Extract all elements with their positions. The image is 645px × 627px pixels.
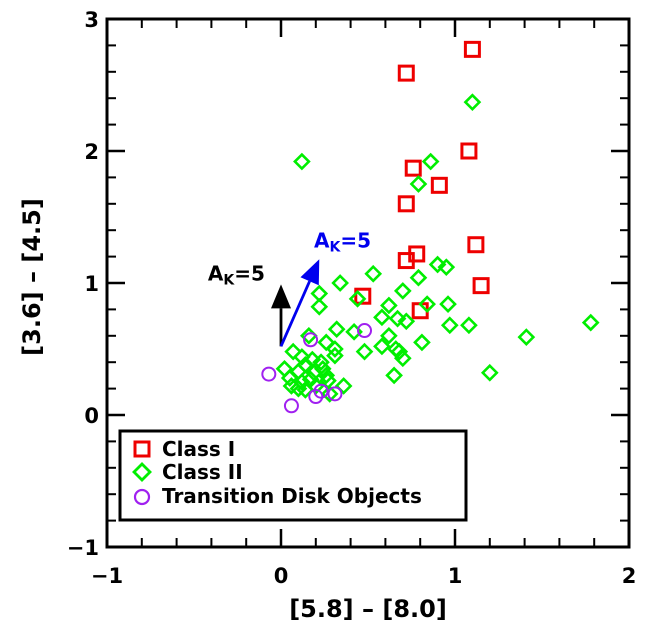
data-point-class-ii — [280, 369, 299, 387]
data-point-class-ii — [460, 316, 478, 335]
data-point-class-ii — [413, 333, 431, 352]
data-point-transition — [357, 323, 373, 339]
data-point-class-i — [354, 287, 372, 305]
series-0 — [354, 40, 490, 320]
data-point-class-ii — [313, 359, 332, 378]
data-point-class-ii — [380, 296, 398, 315]
y-tick-label: 3 — [84, 8, 99, 32]
legend: Class I Class II Transition Disk Objects — [118, 429, 468, 522]
y-axis-title: [3.6] – [4.5] — [18, 198, 46, 356]
data-point-class-ii — [440, 316, 459, 335]
data-point-class-ii — [387, 340, 405, 358]
data-point-class-ii — [326, 346, 344, 365]
data-point-class-ii — [331, 274, 349, 292]
data-point-class-ii — [284, 342, 303, 361]
data-point-class-ii — [293, 373, 311, 391]
x-tick-label: 2 — [622, 564, 637, 588]
x-axis-title: [5.8] – [8.0] — [289, 595, 447, 623]
extinction-label: AK=5 — [208, 261, 265, 288]
x-tick-label: −1 — [91, 564, 123, 588]
y-tick-label: 0 — [84, 404, 99, 428]
y-tick-label: 1 — [84, 272, 99, 296]
data-point-class-ii — [480, 363, 499, 382]
arrow-head — [271, 284, 291, 309]
data-point-transition — [303, 332, 319, 348]
data-point-class-i — [397, 195, 415, 213]
legend-box — [118, 429, 468, 522]
data-point-class-ii — [275, 359, 294, 378]
data-point-class-ii — [517, 328, 536, 346]
series-1 — [275, 93, 600, 403]
data-point-class-ii — [373, 308, 391, 327]
data-point-class-i — [397, 252, 415, 270]
arrow-shaft — [279, 280, 311, 347]
legend-label-class-i: Class I — [162, 437, 235, 461]
legend-marker-transition — [133, 488, 151, 506]
axis-ticks: −1 0 1 2 −1 0 1 2 3 — [67, 8, 637, 588]
series-2 — [261, 323, 373, 414]
data-point-class-ii — [306, 377, 325, 395]
y-tick-label: −1 — [67, 536, 99, 560]
data-point-class-ii — [428, 255, 447, 274]
data-point-class-ii — [296, 381, 315, 399]
data-point-transition — [261, 366, 277, 382]
legend-label-class-ii: Class II — [162, 460, 243, 484]
data-point-class-ii — [409, 268, 428, 287]
extinction-vector-1: AK=5 — [279, 228, 371, 347]
data-point-class-ii — [421, 152, 440, 171]
data-point-class-ii — [393, 282, 412, 300]
data-point-class-ii — [334, 377, 353, 395]
data-point-class-ii — [296, 356, 315, 374]
data-point-class-ii — [439, 295, 457, 313]
data-point-class-ii — [293, 152, 311, 171]
data-point-class-ii — [282, 377, 301, 395]
data-point-class-i — [397, 64, 415, 82]
data-point-class-ii — [581, 313, 600, 332]
data-point-transition — [308, 389, 324, 405]
data-point-transition — [313, 383, 329, 399]
data-point-class-i — [463, 40, 481, 58]
legend-marker-class-i — [133, 440, 151, 458]
data-point-class-ii — [364, 264, 383, 283]
data-point-class-ii — [463, 93, 482, 111]
data-point-class-ii — [317, 333, 336, 352]
data-point-class-ii — [385, 366, 403, 385]
data-point-class-ii — [320, 385, 339, 403]
data-point-class-ii — [310, 297, 329, 316]
legend-marker-class-ii — [132, 462, 152, 482]
data-point-class-ii — [348, 290, 367, 308]
data-point-class-i — [467, 236, 485, 254]
data-point-class-ii — [418, 295, 436, 313]
legend-label-transition: Transition Disk Objects — [162, 484, 422, 508]
data-point-class-ii — [437, 258, 456, 276]
data-point-class-ii — [380, 326, 398, 345]
data-point-transition — [327, 386, 343, 402]
arrow-head — [300, 259, 320, 286]
data-point-class-ii — [355, 342, 374, 361]
data-point-class-i — [404, 159, 422, 177]
data-point-class-ii — [409, 175, 428, 193]
data-point-class-ii — [388, 309, 407, 328]
y-tick-label: 2 — [84, 140, 99, 164]
extinction-vector-0: AK=5 — [208, 261, 291, 347]
x-tick-label: 0 — [274, 564, 289, 588]
data-point-transition — [283, 398, 299, 414]
data-point-class-ii — [393, 349, 412, 368]
data-point-class-ii — [327, 320, 346, 339]
data-point-class-ii — [293, 348, 311, 366]
data-point-class-ii — [397, 312, 416, 331]
data-point-class-ii — [312, 353, 330, 372]
data-point-class-ii — [373, 337, 391, 356]
data-point-class-i — [472, 277, 490, 295]
x-tick-label: 1 — [448, 564, 463, 588]
data-point-class-i — [460, 142, 478, 160]
data-point-class-i — [430, 176, 448, 194]
data-point-class-ii — [326, 340, 344, 358]
extinction-label: AK=5 — [314, 228, 371, 255]
